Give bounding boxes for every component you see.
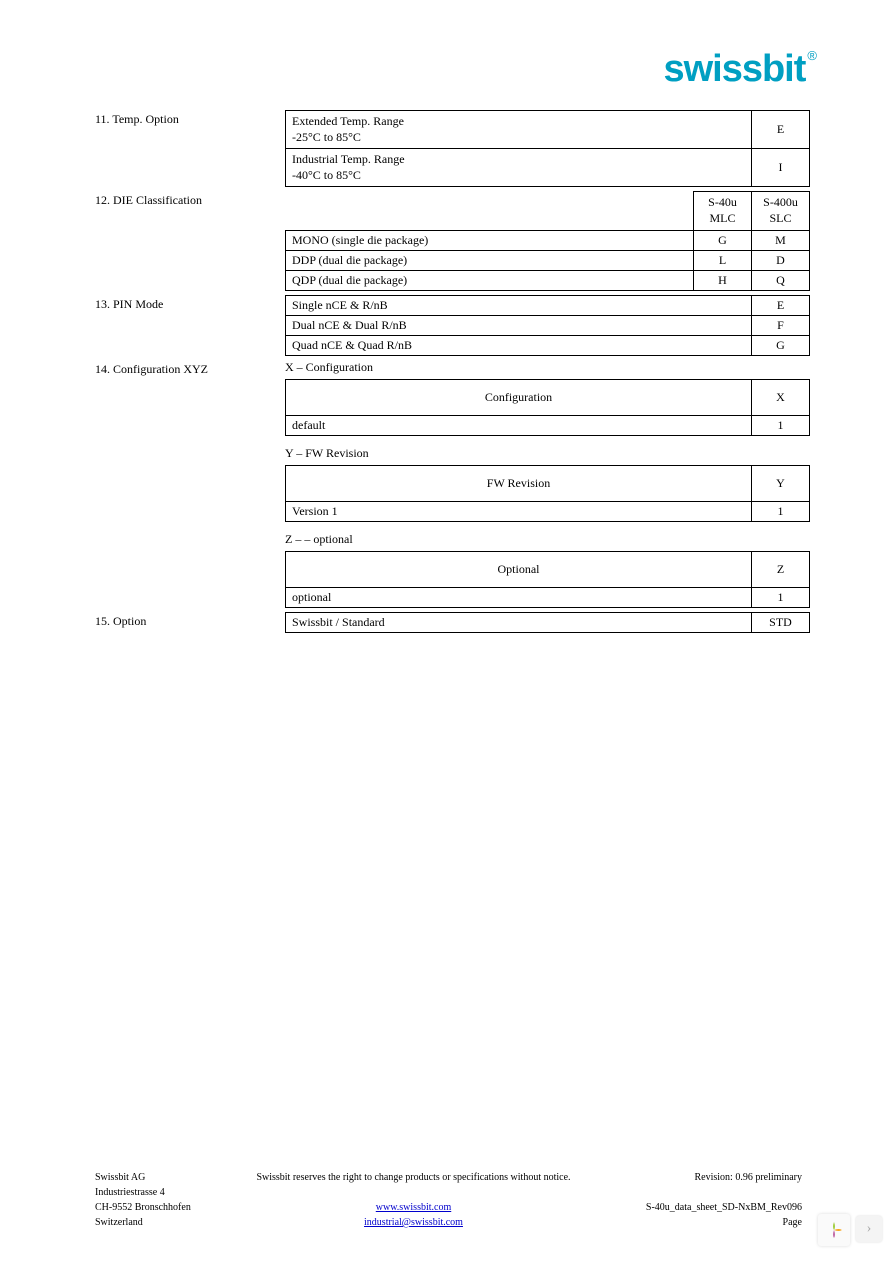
cell-desc: default xyxy=(286,415,752,435)
cell-desc: Version 1 xyxy=(286,501,752,521)
cell-code: E xyxy=(752,111,810,149)
table-row: QDP (dual die package) H Q xyxy=(286,270,810,290)
cell-code: 1 xyxy=(752,415,810,435)
table-row: Extended Temp. Range -25°C to 85°C E xyxy=(286,111,810,149)
table-header-row: FW Revision Y xyxy=(286,465,810,501)
cell-code: D xyxy=(752,250,810,270)
sub-label: Z – – optional xyxy=(285,532,810,547)
footer-country: Switzerland xyxy=(95,1215,235,1230)
section-die-classification: 12. DIE Classification S-40u MLC S-400u … xyxy=(95,191,810,290)
cell-desc: Industrial Temp. Range -40°C to 85°C xyxy=(286,149,752,187)
cell-code: G xyxy=(752,335,810,355)
cell-desc: MONO (single die package) xyxy=(286,230,694,250)
cell-code: 1 xyxy=(752,587,810,607)
table-row: Industrial Temp. Range -40°C to 85°C I xyxy=(286,149,810,187)
cell-desc: Single nCE & R/nB xyxy=(286,295,752,315)
cell-desc: QDP (dual die package) xyxy=(286,270,694,290)
corner-widget-icon[interactable] xyxy=(818,1214,850,1246)
section-label: 15. Option xyxy=(95,612,285,633)
cell-code: I xyxy=(752,149,810,187)
cell-code: 1 xyxy=(752,501,810,521)
cell-code: M xyxy=(752,230,810,250)
footer-page-label: Page xyxy=(592,1215,802,1230)
footer-city: CH-9552 Bronschhofen xyxy=(95,1200,235,1215)
config-z-table: Optional Z optional 1 xyxy=(285,551,810,608)
sub-label: X – Configuration xyxy=(285,360,810,375)
content-area: 11. Temp. Option Extended Temp. Range -2… xyxy=(95,110,810,637)
scroll-next-icon[interactable]: › xyxy=(856,1216,882,1242)
cell-header: S-400u SLC xyxy=(752,192,810,230)
table-header-row: Optional Z xyxy=(286,551,810,587)
table-row: optional 1 xyxy=(286,587,810,607)
table-row: MONO (single die package) G M xyxy=(286,230,810,250)
cell-header-code: X xyxy=(752,379,810,415)
pin-mode-table: Single nCE & R/nB E Dual nCE & Dual R/nB… xyxy=(285,295,810,356)
table-row: Swissbit / Standard STD xyxy=(286,612,810,632)
cell-code: H xyxy=(694,270,752,290)
page: swissbit ® 11. Temp. Option Extended Tem… xyxy=(0,0,892,1262)
cell-header: Optional xyxy=(286,551,752,587)
cell-header: Configuration xyxy=(286,379,752,415)
cell-code: E xyxy=(752,295,810,315)
table-row: Dual nCE & Dual R/nB F xyxy=(286,315,810,335)
footer-doc: S-40u_data_sheet_SD-NxBM_Rev096 xyxy=(592,1200,802,1215)
cell-code: L xyxy=(694,250,752,270)
section-temp-option: 11. Temp. Option Extended Temp. Range -2… xyxy=(95,110,810,187)
cell-header: FW Revision xyxy=(286,465,752,501)
section-label: 12. DIE Classification xyxy=(95,191,285,290)
table-row: Single nCE & R/nB E xyxy=(286,295,810,315)
footer-url-link[interactable]: www.swissbit.com xyxy=(364,1202,463,1213)
table-header-row: Configuration X xyxy=(286,379,810,415)
section-pin-mode: 13. PIN Mode Single nCE & R/nB E Dual nC… xyxy=(95,295,810,356)
logo-registered-icon: ® xyxy=(807,48,817,63)
die-classification-table: S-40u MLC S-400u SLC MONO (single die pa… xyxy=(285,191,810,290)
table-row: Quad nCE & Quad R/nB G xyxy=(286,335,810,355)
table-row: default 1 xyxy=(286,415,810,435)
section-label: 13. PIN Mode xyxy=(95,295,285,356)
cell-desc: Swissbit / Standard xyxy=(286,612,752,632)
section-configuration-xyz: 14. Configuration XYZ X – Configuration … xyxy=(95,360,810,608)
cell-header: S-40u MLC xyxy=(694,192,752,230)
footer-company: Swissbit AG xyxy=(95,1170,235,1185)
section-label: 14. Configuration XYZ xyxy=(95,360,285,608)
cell-desc: Quad nCE & Quad R/nB xyxy=(286,335,752,355)
cell-code: STD xyxy=(752,612,810,632)
section-option: 15. Option Swissbit / Standard STD xyxy=(95,612,810,633)
cell-desc: optional xyxy=(286,587,752,607)
cell-header-code: Y xyxy=(752,465,810,501)
footer-street: Industriestrasse 4 xyxy=(95,1185,235,1200)
cell-code: G xyxy=(694,230,752,250)
section-label: 11. Temp. Option xyxy=(95,110,285,187)
table-row: Version 1 1 xyxy=(286,501,810,521)
cell-code: Q xyxy=(752,270,810,290)
config-y-table: FW Revision Y Version 1 1 xyxy=(285,465,810,522)
logo-text: swissbit xyxy=(663,48,805,91)
temp-option-table: Extended Temp. Range -25°C to 85°C E Ind… xyxy=(285,110,810,187)
config-x-table: Configuration X default 1 xyxy=(285,379,810,436)
option-table: Swissbit / Standard STD xyxy=(285,612,810,633)
cell-empty xyxy=(286,192,694,230)
table-row: DDP (dual die package) L D xyxy=(286,250,810,270)
sub-label: Y – FW Revision xyxy=(285,446,810,461)
footer-revision: Revision: 0.96 preliminary xyxy=(592,1170,802,1185)
cell-header-code: Z xyxy=(752,551,810,587)
cell-code: F xyxy=(752,315,810,335)
table-header-row: S-40u MLC S-400u SLC xyxy=(286,192,810,230)
footer-notice: Swissbit reserves the right to change pr… xyxy=(235,1170,592,1185)
footer: Swissbit AG Swissbit reserves the right … xyxy=(95,1170,802,1230)
cell-desc: Extended Temp. Range -25°C to 85°C xyxy=(286,111,752,149)
cell-desc: DDP (dual die package) xyxy=(286,250,694,270)
logo: swissbit ® xyxy=(663,48,817,91)
cell-desc: Dual nCE & Dual R/nB xyxy=(286,315,752,335)
footer-email-link[interactable]: industrial@swissbit.com xyxy=(352,1217,475,1228)
